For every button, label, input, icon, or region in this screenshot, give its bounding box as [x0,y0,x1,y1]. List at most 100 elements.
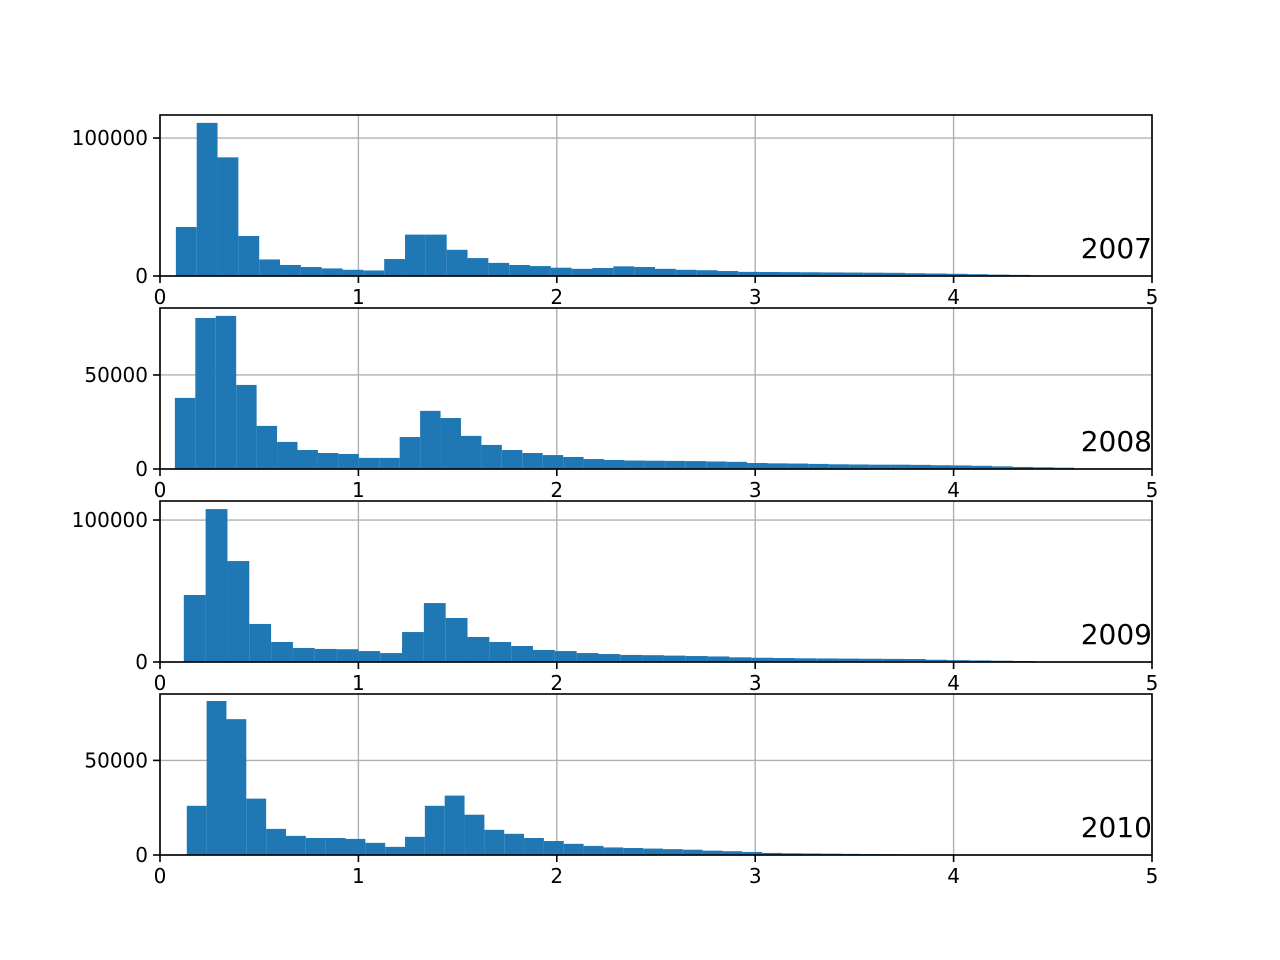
x-tick-label: 5 [1146,285,1159,309]
histogram-bar [951,465,972,469]
histogram-bar [967,274,989,276]
y-tick-label: 100000 [72,126,148,150]
histogram-bar [317,453,339,469]
histogram-bar [675,269,697,276]
histogram-bar [863,272,885,276]
histogram-bar [522,453,543,469]
histogram-bar [238,235,260,276]
histogram-bar [325,837,346,855]
histogram-bar [890,464,911,469]
x-tick-label: 3 [749,478,762,502]
histogram-bar [196,122,218,276]
histogram-bar [563,843,584,855]
histogram-bar [576,653,599,662]
histogram-bar [613,266,635,276]
axes-frame [159,693,1153,856]
histogram-bar [379,457,400,469]
histogram-bar [464,814,485,855]
histogram-bar [707,656,730,662]
histogram-bar [842,272,864,276]
histogram-bar [405,234,426,276]
histogram-bar [583,459,605,469]
histogram-bar [405,836,425,855]
x-tick-label: 5 [1146,671,1159,695]
histogram-bar [542,455,564,469]
histogram-bar [860,658,883,662]
histogram-bar [767,463,788,469]
y-tick-label: 0 [135,843,148,867]
y-tick-label: 0 [135,650,148,674]
histogram-bar [838,658,861,662]
histogram-bar [620,654,643,662]
histogram-bar [821,272,843,276]
histogram-bar [925,273,947,276]
histogram-bar [501,450,523,469]
histogram-bar [665,460,686,469]
histogram-bar [930,465,952,469]
histogram-bar [583,845,604,855]
histogram-bar [925,659,948,662]
histogram-bar [662,849,683,855]
histogram-bar [384,259,406,276]
histogram-bar [249,623,272,662]
histogram-bar [563,456,584,469]
histogram-bar [910,464,931,469]
subplot-label: 2010 [1081,811,1152,844]
histogram-bar [489,641,512,662]
histogram-bar [781,853,802,855]
histogram-bar [345,838,366,855]
subplot: 0 1 2 3 4 5 0 50000 2008 [84,307,1158,502]
histogram-bar [543,841,564,855]
histogram-bar [624,460,645,469]
histogram-bar [655,268,676,276]
histogram-bar [215,315,237,469]
histogram-bar [481,444,502,469]
histogram-bar [706,461,727,469]
histogram-bar [554,651,577,662]
subplot: 0 1 2 3 4 5 0 50000 2010 [84,693,1158,888]
histogram-bar [882,658,904,662]
histogram-bar [444,795,465,855]
histogram-bar [992,466,1013,469]
histogram-bar [342,269,364,276]
histogram-bar [682,849,703,855]
x-tick-label: 2 [550,478,563,502]
histogram-bar [385,846,406,855]
x-tick-label: 4 [947,285,960,309]
histogram-bar [947,660,970,662]
subplot-label: 2009 [1081,618,1152,651]
x-tick-label: 0 [154,671,167,695]
histogram-bar [226,719,247,855]
histogram-bar [271,641,293,662]
histogram-bar [246,798,267,855]
axes-frame [159,307,1153,470]
histogram-bar [685,461,707,469]
histogram-bar [467,258,489,276]
histogram-bar [729,657,752,662]
histogram-bar [467,637,490,662]
x-tick-label: 1 [352,671,365,695]
histogram-bar [314,648,337,662]
histogram-bar [206,701,227,855]
histogram-bar [532,649,555,662]
histogram-bar [365,842,386,855]
histogram-bar [816,658,839,662]
histogram-bar [195,317,216,469]
histogram-bar [358,651,381,662]
histogram-bar [571,268,593,276]
histogram-bar [717,271,739,276]
histogram-bar [643,848,663,855]
subplot: 0 1 2 3 4 5 0 100000 2007 [72,114,1159,309]
histogram-bar [808,463,829,469]
x-tick-label: 4 [947,478,960,502]
histogram-bar [869,464,891,469]
histogram-bar [742,851,763,855]
x-tick-label: 1 [352,478,365,502]
histogram-bar [592,267,614,276]
y-tick-label: 0 [135,457,148,481]
histogram-bar [266,828,286,855]
histogram-bar [509,264,531,276]
histogram-bar [946,273,968,276]
histogram-bar [425,234,447,276]
histogram-bar [424,805,445,855]
